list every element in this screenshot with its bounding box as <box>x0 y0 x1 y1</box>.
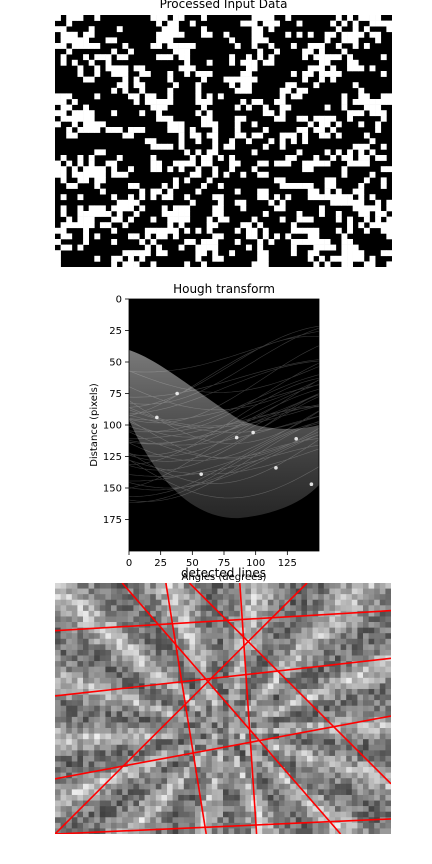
detected-line <box>121 583 342 834</box>
detected-line <box>165 583 207 834</box>
detected-line <box>188 583 391 785</box>
x-axis-label: Angles (degrees) <box>182 572 267 583</box>
hough-peak <box>309 482 314 487</box>
hough-peak <box>274 466 278 470</box>
detected-line <box>55 657 391 697</box>
x-tick-label: 100 <box>246 558 265 569</box>
y-tick-label: 50 <box>109 358 122 369</box>
detected-line <box>55 609 391 632</box>
x-tick-label: 75 <box>218 558 231 569</box>
y-tick-label: 0 <box>116 295 122 306</box>
y-tick-label: 125 <box>103 452 122 463</box>
processed-input-image <box>55 15 393 268</box>
y-tick-label: 175 <box>103 515 122 526</box>
hough-peak <box>155 415 159 420</box>
hough-peak <box>294 437 299 441</box>
detected-line <box>55 818 391 834</box>
y-tick-label: 100 <box>103 421 122 432</box>
y-tick-label: 150 <box>103 484 122 495</box>
x-tick-label: 125 <box>278 558 297 569</box>
hough-peak <box>234 435 239 440</box>
detected-line <box>55 715 391 780</box>
x-tick-label: 25 <box>154 558 167 569</box>
detected-lines-title: detected lines <box>180 566 267 580</box>
hough-peak <box>251 430 255 435</box>
y-tick-label: 75 <box>109 389 122 400</box>
detected-lines-image <box>55 583 391 834</box>
detected-line <box>55 583 308 834</box>
y-axis-label: Distance (pixels) <box>89 383 100 467</box>
hough-axes: 0 25 50 75 100 125 0 25 50 75 100 125 150 175 Angles (… <box>89 295 297 584</box>
hough-peak <box>199 472 203 476</box>
processed-input-title: Processed Input Data <box>159 0 288 11</box>
hough-transform-title: Hough transform <box>173 282 275 296</box>
y-tick-label: 25 <box>109 326 122 337</box>
hough-peak <box>175 391 179 396</box>
hough-transform-image <box>129 299 319 551</box>
x-tick-label: 0 <box>126 558 132 569</box>
detected-line <box>239 583 258 834</box>
x-tick-label: 50 <box>186 558 199 569</box>
